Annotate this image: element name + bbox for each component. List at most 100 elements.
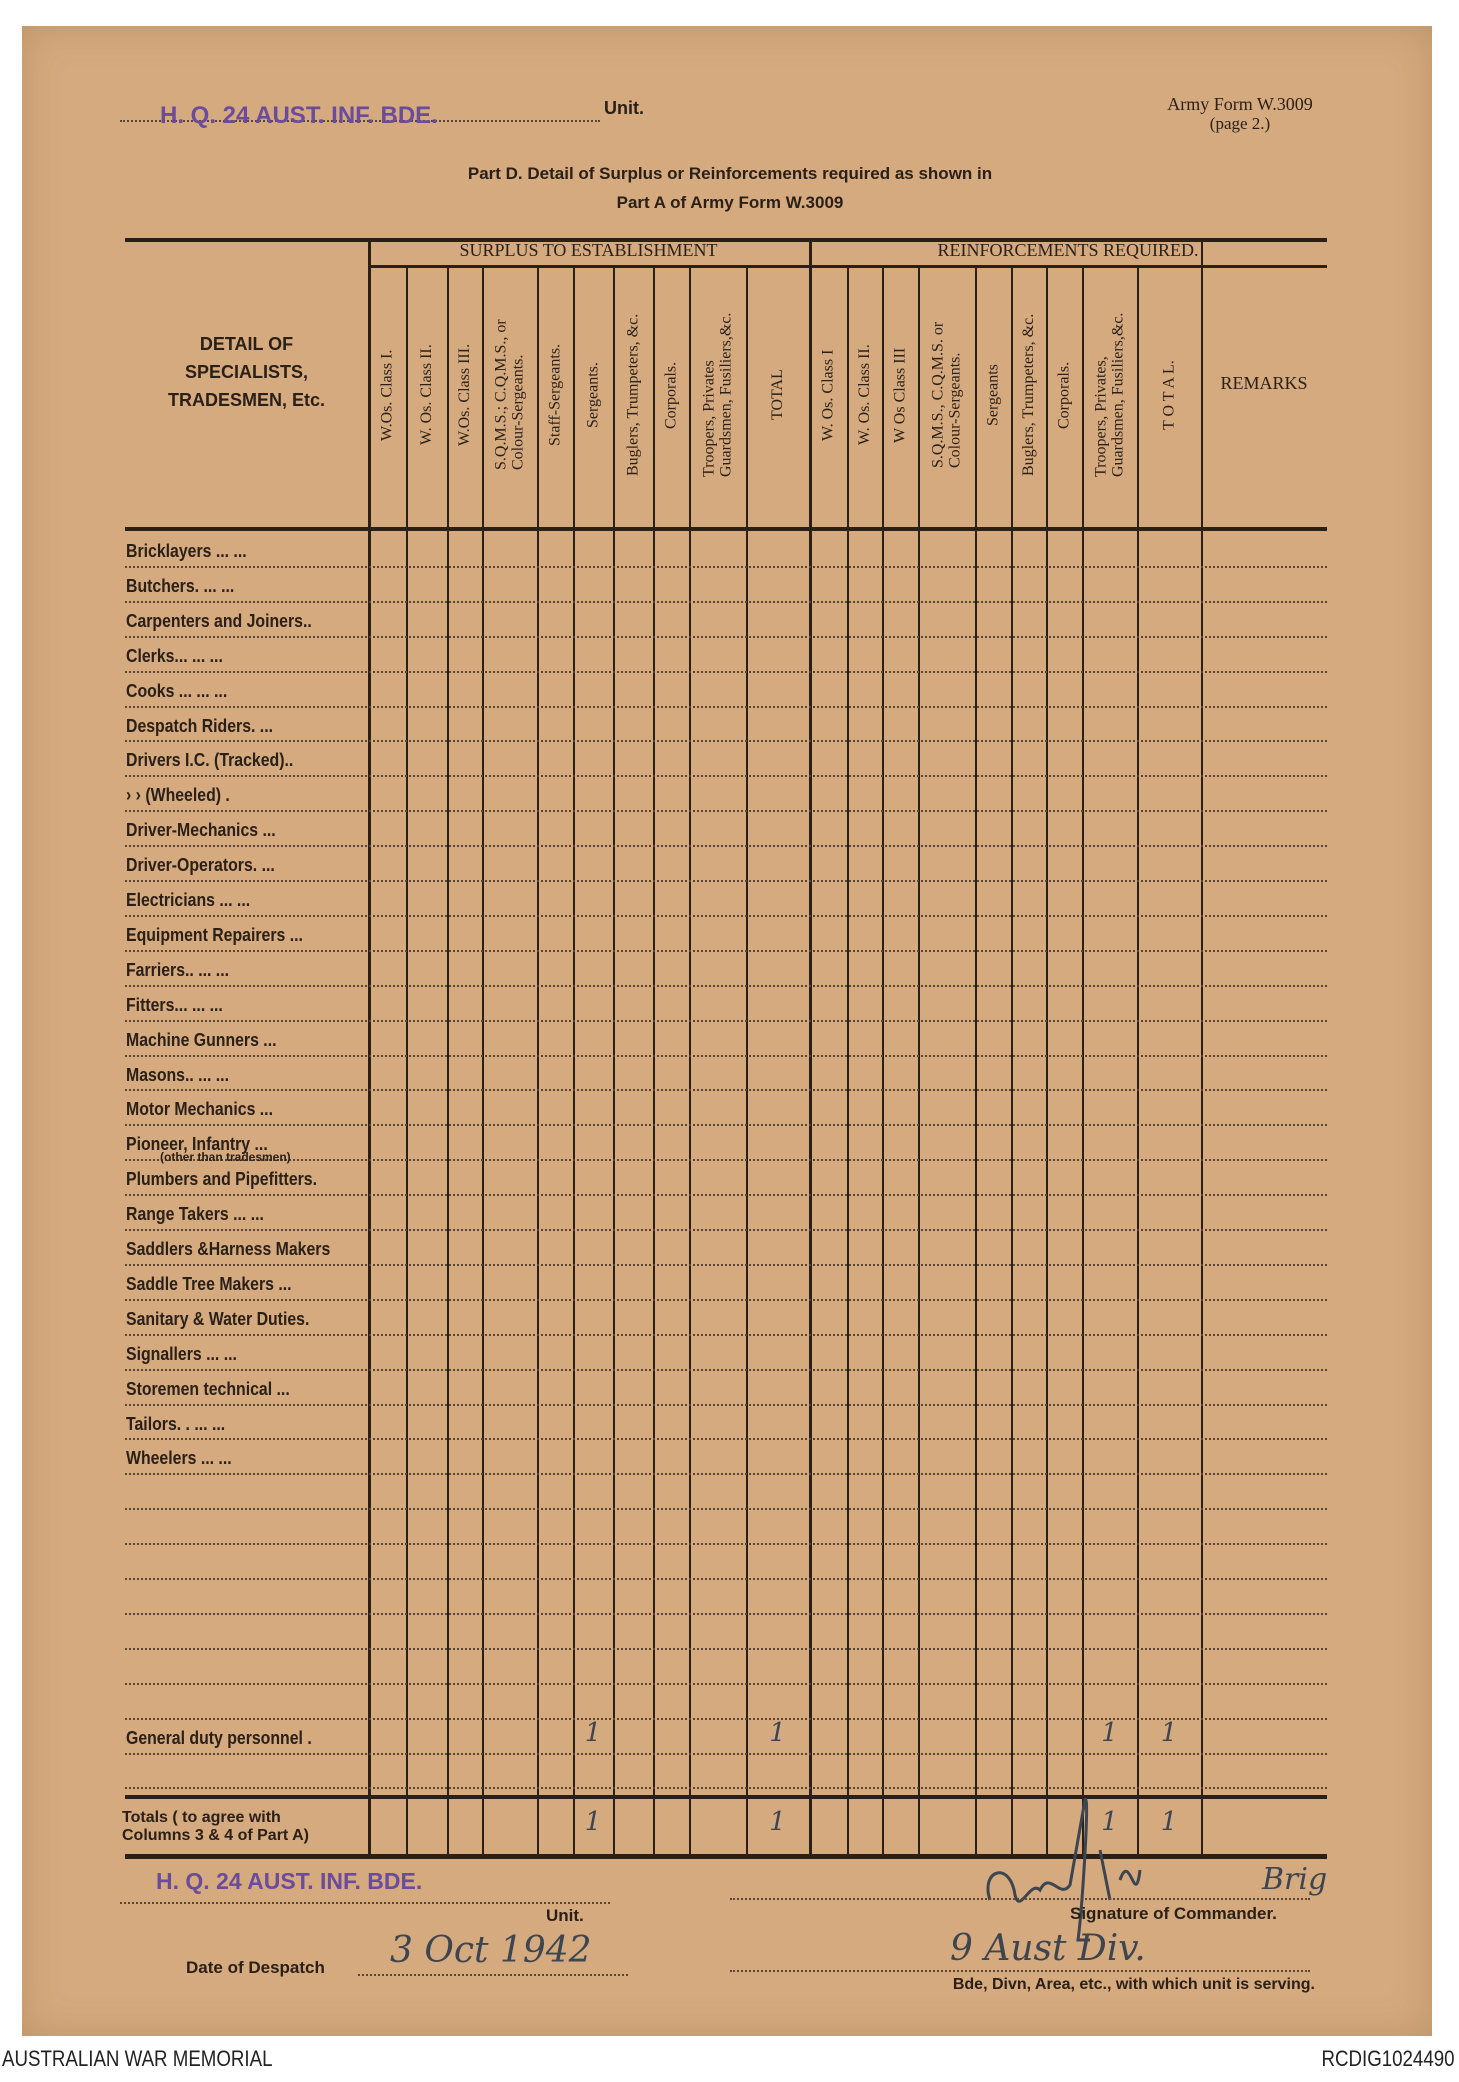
unit-dotted-line bbox=[120, 120, 600, 122]
row-label: Driver-Mechanics ... bbox=[126, 820, 276, 841]
column-divider bbox=[368, 238, 371, 1854]
row-label: Pioneer, Infantry ... bbox=[126, 1134, 268, 1155]
row-dotted-line bbox=[125, 1682, 1327, 1685]
formation-value: 9 Aust Div. bbox=[950, 1928, 1146, 1969]
row-dotted-line bbox=[125, 914, 1327, 917]
row-label: Sanitary & Water Duties. bbox=[126, 1308, 310, 1329]
row-dotted-line bbox=[125, 1612, 1327, 1615]
row-label: Driver-Operators. ... bbox=[126, 855, 275, 876]
row-dotted-line bbox=[125, 984, 1327, 987]
column-divider bbox=[689, 265, 691, 1854]
row-label: Butchers. ... ... bbox=[126, 575, 235, 596]
column-divider bbox=[975, 265, 977, 1854]
column-divider bbox=[1137, 265, 1139, 1854]
row-label: Electricians ... ... bbox=[126, 890, 251, 910]
row-dotted-line bbox=[125, 810, 1327, 813]
row-label: Storemen technical ... bbox=[126, 1378, 290, 1399]
form-page: (page 2.) bbox=[1209, 114, 1271, 133]
row-label: Carpenters and Joiners.. bbox=[126, 610, 312, 631]
row-label: Range Takers ... ... bbox=[126, 1204, 264, 1225]
row-label: Wheelers ... ... bbox=[126, 1448, 232, 1469]
totals-cell-value: 1 bbox=[1160, 1807, 1178, 1838]
column-divider bbox=[918, 265, 920, 1854]
unit-label: Unit. bbox=[604, 98, 644, 118]
date-line bbox=[358, 1974, 628, 1976]
surplus-header: SURPLUS TO ESTABLISHMENT bbox=[459, 240, 718, 260]
column-divider bbox=[1046, 265, 1048, 1854]
totals-label: Totals ( to agree with Columns 3 & 4 of … bbox=[122, 1809, 309, 1845]
row-dotted-line bbox=[125, 1647, 1327, 1650]
table-top-rule bbox=[125, 238, 1327, 242]
row-dotted-line bbox=[125, 1403, 1327, 1406]
row-label: Tailors. . ... ... bbox=[126, 1413, 226, 1434]
totals-cell-value: 1 bbox=[1101, 1807, 1118, 1838]
row-dotted-line bbox=[125, 1019, 1327, 1022]
row-label: Bricklayers ... ... bbox=[126, 541, 247, 561]
row-dotted-line bbox=[125, 880, 1327, 882]
row-dotted-line bbox=[125, 1194, 1327, 1197]
row-label: Masons.. ... ... bbox=[126, 1064, 229, 1085]
date-label: Date of Despatch bbox=[186, 1958, 325, 1977]
column-divider bbox=[1201, 238, 1203, 1854]
formation-label: Bde, Divn, Area, etc., with which unit i… bbox=[952, 1976, 1315, 1993]
reinforcement-column-header: S.Q.M.S., C.Q.M.S. or Colour-Sergeants. bbox=[929, 321, 964, 469]
signature-label: Signature of Commander. bbox=[1070, 1904, 1277, 1923]
caption-left: AUSTRALIAN WAR MEMORIAL bbox=[2, 2046, 273, 2071]
footer-unit-line bbox=[120, 1902, 610, 1904]
row-dotted-line bbox=[125, 1717, 1327, 1720]
row-label: Clerks... ... ... bbox=[126, 645, 223, 666]
totals-cell-value: 1 bbox=[769, 1807, 786, 1838]
cell-value: 1 bbox=[769, 1717, 786, 1748]
signature-rank: Brig bbox=[1262, 1862, 1328, 1897]
row-dotted-line bbox=[125, 1543, 1327, 1546]
surplus-column-header: W.Os. Class I. bbox=[378, 349, 396, 441]
column-divider bbox=[406, 265, 408, 1854]
form-paper bbox=[22, 26, 1432, 2036]
row-dotted-line bbox=[125, 600, 1327, 603]
column-divider bbox=[809, 238, 812, 1854]
column-divider bbox=[1011, 265, 1013, 1854]
form-title-line1: Part D. Detail of Surplus or Reinforceme… bbox=[467, 164, 993, 183]
row-label: Equipment Repairers ... bbox=[126, 924, 303, 945]
row-dotted-line bbox=[125, 1124, 1327, 1127]
row-dotted-line bbox=[125, 949, 1327, 952]
row-label: Motor Mechanics ... bbox=[126, 1099, 273, 1120]
surplus-column-header: S.Q.M.S.; C.Q.M.S., or Colour-Sergeants. bbox=[492, 319, 527, 471]
surplus-column-header: Sergeants. bbox=[584, 362, 602, 428]
column-divider bbox=[613, 265, 615, 1854]
row-dotted-line bbox=[125, 1438, 1327, 1441]
reinforcement-column-header: Buglers, Trumpeters, &c. bbox=[1020, 313, 1037, 477]
footer-unit-stamp: H. Q. 24 AUST. INF. BDE. bbox=[156, 1868, 423, 1894]
caption-right: RCDIG1024490 bbox=[1321, 2046, 1455, 2071]
row-label: Fitters... ... ... bbox=[126, 994, 223, 1015]
totals-top-rule bbox=[125, 1795, 1327, 1800]
row-dotted-line bbox=[125, 1333, 1327, 1336]
surplus-column-header: Staff-Sergeants. bbox=[546, 343, 564, 447]
column-divider bbox=[482, 265, 484, 1854]
column-divider bbox=[882, 265, 884, 1854]
column-divider bbox=[847, 265, 849, 1854]
row-label: Cooks ... ... ... bbox=[126, 680, 228, 701]
row-dotted-line bbox=[125, 1229, 1327, 1231]
column-divider bbox=[1082, 265, 1084, 1854]
signature-line bbox=[730, 1898, 1310, 1900]
row-dotted-line bbox=[125, 635, 1327, 638]
row-dotted-line bbox=[125, 1752, 1327, 1755]
column-divider bbox=[447, 265, 449, 1854]
footer-unit-label: Unit. bbox=[546, 1906, 584, 1925]
row-dotted-line bbox=[125, 845, 1327, 848]
row-dotted-line bbox=[125, 565, 1327, 568]
reinforcements-header: REINFORCEMENTS REQUIRED. bbox=[937, 240, 1199, 260]
row-label: Signallers ... ... bbox=[126, 1343, 237, 1364]
cell-value: 1 bbox=[1160, 1717, 1178, 1748]
row-label: Saddlers &Harness Makers bbox=[126, 1239, 331, 1259]
row-dotted-line bbox=[125, 670, 1327, 673]
reinforcement-column-header: Corporals. bbox=[1055, 361, 1073, 429]
row-dotted-line bbox=[125, 1368, 1327, 1371]
form-title-line2: Part A of Army Form W.3009 bbox=[616, 193, 844, 212]
row-label: Saddle Tree Makers ... bbox=[126, 1273, 292, 1294]
row-dotted-line bbox=[125, 1578, 1327, 1580]
row-dotted-line bbox=[125, 775, 1327, 778]
row-dotted-line bbox=[125, 1473, 1327, 1476]
cell-value: 1 bbox=[1101, 1717, 1118, 1748]
